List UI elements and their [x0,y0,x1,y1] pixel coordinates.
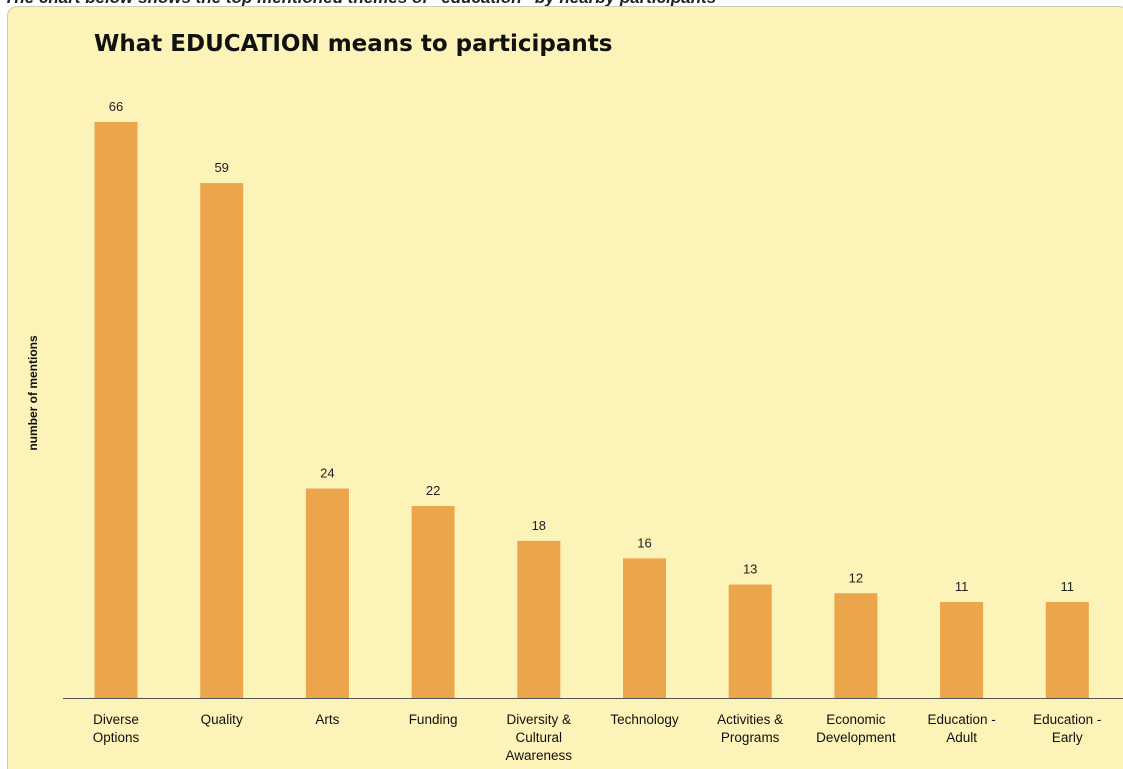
bar-4 [517,540,561,698]
bar-5 [623,558,666,698]
x-tick-label-0: Diverse Options [92,712,140,745]
x-tick-label-6: Activities & Programs [717,712,784,745]
bar-value-label-5: 16 [637,535,651,550]
x-tick-label-5: Technology [610,712,679,727]
x-tick-label-2: Arts [315,712,340,727]
x-tick-label-8: Education - Adult [927,712,996,745]
bar-value-label-7: 12 [849,570,863,585]
chart-title: What EDUCATION means to participants [94,31,613,57]
bar-value-label-0: 66 [109,99,123,114]
bar-value-label-4: 18 [532,518,546,533]
x-tick-label-9: Education - Early [1033,712,1102,745]
bar-value-label-9: 11 [1061,579,1075,594]
bar-value-label-6: 13 [743,562,757,577]
x-tick-label-7: Economic Development [816,712,896,745]
bar-0 [94,122,138,698]
bar-value-label-2: 24 [320,466,334,481]
x-tick-label-1: Quality [200,712,243,727]
bar-7 [834,593,878,698]
x-tick-label-4: Diversity & Cultural Awareness [505,712,573,763]
bar-value-label-1: 59 [214,160,228,175]
bar-3 [411,506,455,698]
bar-9 [1045,602,1089,698]
bar-value-label-8: 11 [955,579,969,594]
bar-value-label-3: 22 [426,483,440,498]
bar-6 [728,584,772,698]
chart-panel: What EDUCATION means to participants [7,6,1123,769]
bar-2 [305,488,349,698]
chart-caption: The chart below shows the top mentioned … [4,0,716,8]
x-tick-label-3: Funding [408,712,458,727]
bar-8 [940,602,984,698]
bar-1 [200,183,244,698]
